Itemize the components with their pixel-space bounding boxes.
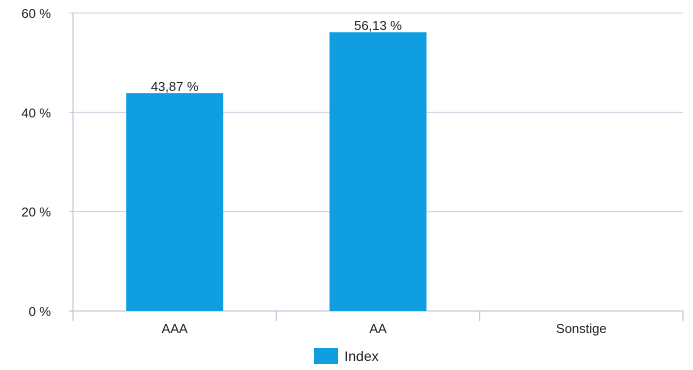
- data-label-aaa: 43,87 %: [151, 79, 199, 94]
- legend: Index: [0, 345, 693, 367]
- y-tick-label-3: 60 %: [21, 6, 51, 21]
- bar-aaa: [126, 93, 224, 311]
- y-axis-ticks: 0 % 20 % 40 % 60 %: [21, 6, 51, 319]
- bars: 43,87 % 56,13 %: [126, 18, 427, 311]
- y-tick-label-0: 0 %: [29, 304, 52, 319]
- y-tick-label-2: 40 %: [21, 105, 51, 120]
- data-label-aa: 56,13 %: [354, 18, 402, 33]
- bar-chart: 0 %20 %40 %60 % 43,87 %56,13 % AAA AA Sons…: [21, 6, 684, 336]
- x-tick-label-aa: AA: [369, 321, 387, 336]
- legend-swatch-index: [314, 348, 339, 364]
- x-axis-ticks: AAA AA Sonstige: [72, 311, 684, 336]
- y-tick-label-1: 20 %: [21, 205, 51, 220]
- bar-aa: [329, 32, 427, 311]
- x-tick-label-aaa: AAA: [162, 321, 188, 336]
- legend-label-index: Index: [344, 348, 379, 364]
- x-tick-label-sonstige: Sonstige: [556, 321, 607, 336]
